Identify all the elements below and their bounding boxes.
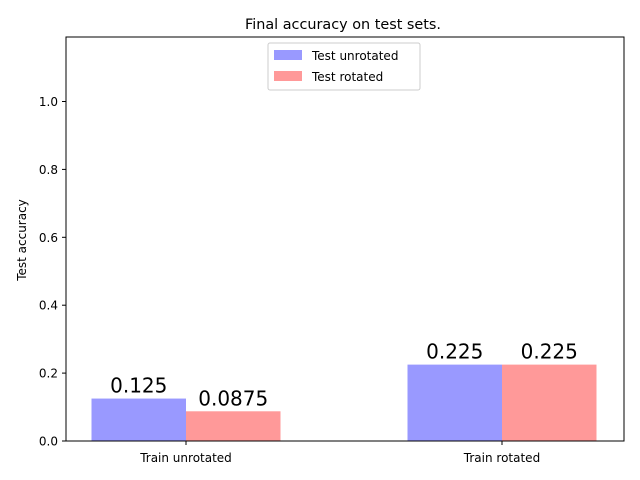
bar-value-label: 0.225: [426, 340, 483, 364]
x-tick-label: Train unrotated: [139, 451, 232, 465]
y-tick-label: 0.2: [39, 367, 58, 381]
bar-test-rotated-1: [502, 364, 597, 441]
bar-test-unrotated-0: [91, 398, 186, 441]
y-axis-label: Test accuracy: [15, 199, 29, 282]
y-tick-label: 0.4: [39, 299, 58, 313]
x-tick-label: Train rotated: [463, 451, 540, 465]
y-tick-label: 0.6: [39, 231, 58, 245]
legend-swatch-test-unrotated: [274, 50, 302, 60]
y-tick-label: 0.0: [39, 435, 58, 449]
chart-title: Final accuracy on test sets.: [245, 17, 441, 33]
bar-test-unrotated-1: [407, 364, 502, 441]
bar-value-label: 0.0875: [198, 386, 268, 410]
bar-value-label: 0.125: [110, 374, 167, 398]
legend-entry-label: Test unrotated: [311, 49, 398, 63]
bar-value-label: 0.225: [521, 340, 578, 364]
legend: Test unrotated Test rotated: [267, 42, 421, 91]
y-tick-label: 0.8: [39, 163, 58, 177]
plot-area: 0.125 0.225 0.0875 0.225 0.0 0.2 0.4 0.6 0.8 1.0 T…: [39, 36, 625, 465]
legend-swatch-test-rotated: [274, 71, 302, 81]
legend-box: [267, 42, 421, 91]
y-tick-label: 1.0: [39, 95, 58, 109]
bar-test-rotated-0: [186, 411, 281, 441]
plot-frame: [65, 36, 625, 442]
legend-entry-label: Test rotated: [311, 70, 383, 84]
